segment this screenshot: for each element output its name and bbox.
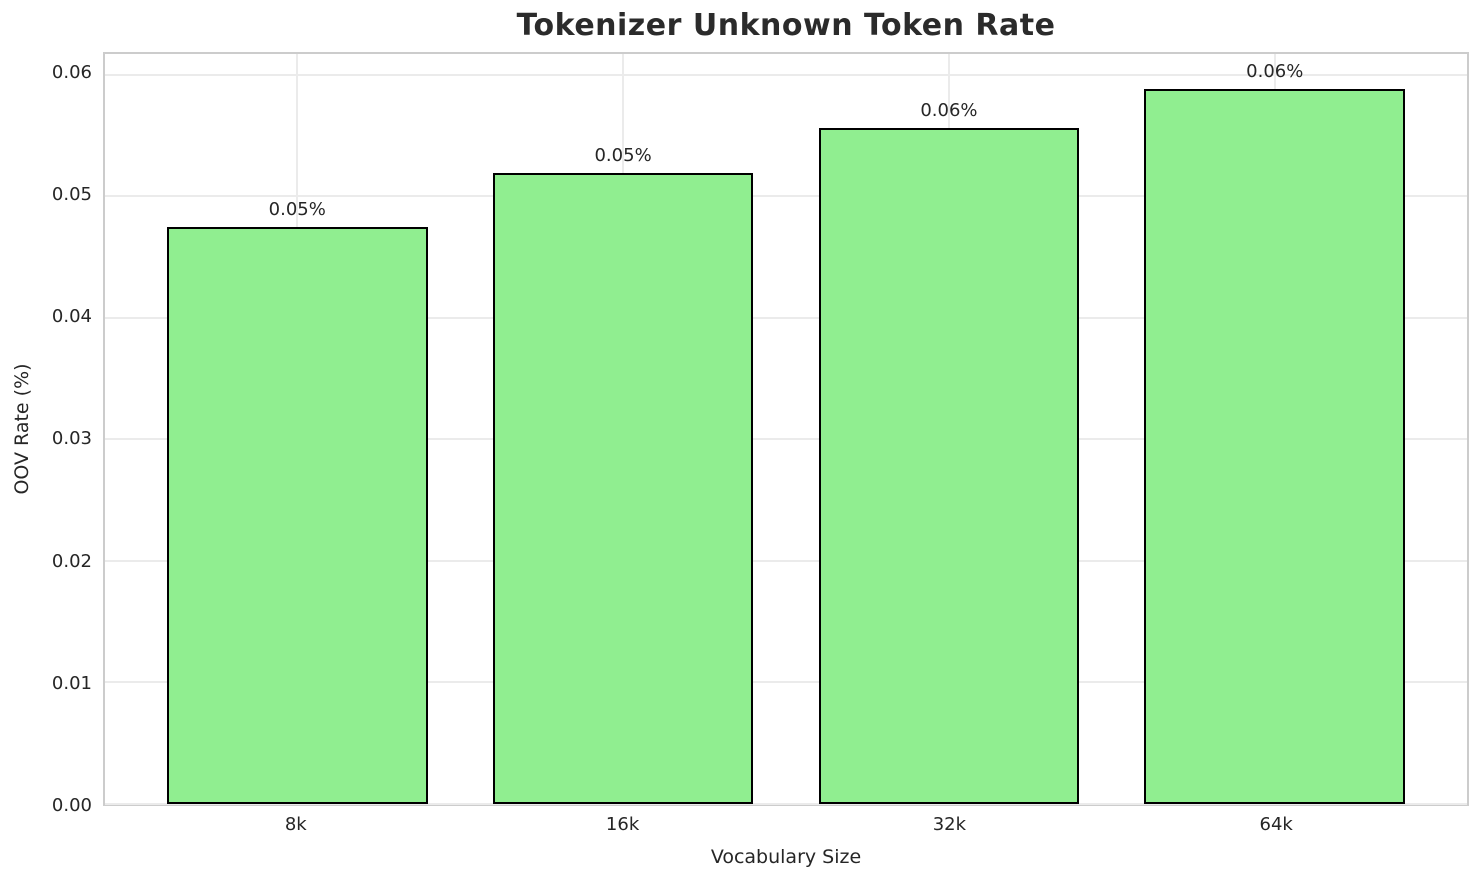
y-tick-label: 0.03	[51, 428, 92, 450]
x-tick-label-64k: 64k	[1259, 814, 1293, 835]
h-gridline	[105, 316, 1467, 319]
plot-area: 0.05% 0.05% 0.06% 0.06%	[103, 52, 1469, 806]
bar-value-label-32k: 0.06%	[920, 100, 978, 122]
bar-value-label-8k: 0.05%	[268, 198, 326, 220]
y-tick-label: 0.04	[51, 306, 92, 328]
bar-16k	[492, 173, 754, 804]
y-axis-ticks: 0.00 0.01 0.02 0.03 0.04 0.05 0.06	[0, 52, 92, 816]
y-tick-label: 0.06	[51, 61, 92, 83]
bar-64k	[1144, 89, 1406, 804]
chart-title: Tokenizer Unknown Token Rate	[516, 8, 1056, 43]
x-tick-label-8k: 8k	[284, 814, 307, 835]
x-tick-label-32k: 32k	[932, 814, 967, 835]
h-gridline	[105, 195, 1467, 198]
bar-8k	[166, 226, 428, 804]
y-tick-label: 0.05	[51, 183, 92, 205]
h-gridline	[105, 73, 1467, 76]
bar-32k	[818, 128, 1080, 804]
h-gridline	[105, 681, 1467, 684]
bar-value-label-64k: 0.06%	[1246, 61, 1304, 83]
y-tick-label: 0.01	[51, 672, 92, 694]
bar-value-label-16k: 0.05%	[594, 145, 652, 167]
x-tick-label-16k: 16k	[605, 814, 640, 835]
y-tick-label: 0.02	[51, 550, 92, 572]
h-gridline	[105, 438, 1467, 441]
h-gridline	[105, 559, 1467, 562]
y-tick-label: 0.00	[51, 795, 92, 816]
x-axis-ticks: 8k 16k 32k 64k	[103, 814, 1469, 840]
h-gridline	[105, 803, 1467, 805]
x-axis-label: Vocabulary Size	[710, 846, 862, 868]
